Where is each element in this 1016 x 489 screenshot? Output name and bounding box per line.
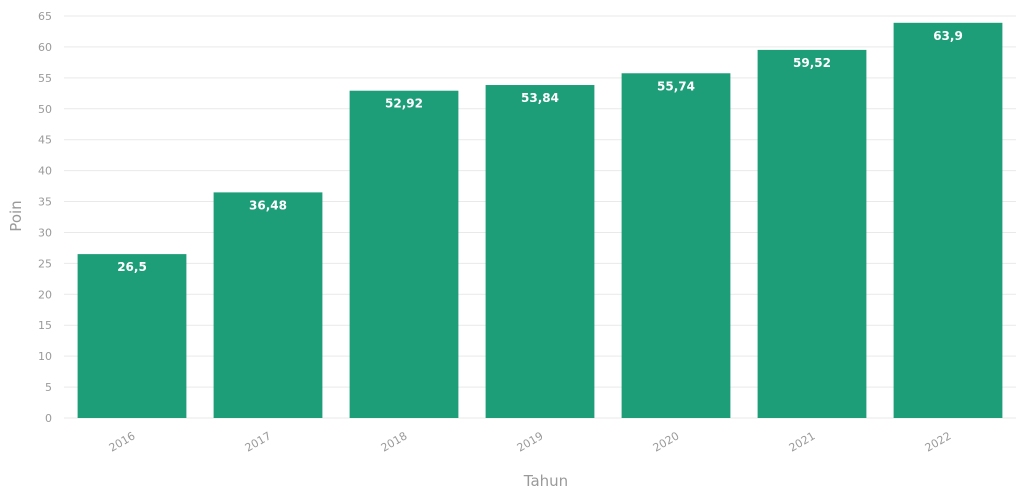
x-tick-label: 2022 — [923, 429, 954, 454]
bar-value-label: 63,9 — [933, 29, 963, 43]
bar-value-label: 52,92 — [385, 97, 423, 111]
y-tick-label: 30 — [38, 226, 52, 239]
x-tick-label: 2020 — [651, 429, 682, 454]
x-axis-ticks: 2016 2017 2018 2019 2020 2021 2022 — [107, 429, 954, 454]
bar-2020[interactable] — [621, 73, 731, 419]
bars — [77, 22, 1003, 419]
x-tick-label: 2021 — [787, 429, 818, 454]
x-tick-label: 2019 — [515, 429, 546, 454]
y-tick-label: 15 — [38, 319, 52, 332]
x-tick-label: 2018 — [379, 429, 410, 454]
y-tick-label: 0 — [45, 412, 52, 425]
y-axis-title: Poin — [7, 200, 25, 231]
y-tick-label: 5 — [45, 381, 52, 394]
y-tick-label: 55 — [38, 72, 52, 85]
y-tick-label: 60 — [38, 41, 52, 54]
bar-value-label: 59,52 — [793, 56, 831, 70]
bar-value-labels: 26,5 36,48 52,92 53,84 55,74 59,52 63,9 — [117, 29, 963, 274]
bar-value-label: 36,48 — [249, 198, 287, 212]
bar-2021[interactable] — [757, 49, 867, 418]
x-tick-label: 2017 — [243, 429, 274, 454]
y-tick-label: 20 — [38, 288, 52, 301]
bar-value-label: 53,84 — [521, 91, 559, 105]
x-axis-title: Tahun — [523, 472, 568, 489]
y-tick-label: 40 — [38, 165, 52, 178]
bar-value-label: 26,5 — [117, 260, 147, 274]
bar-2019[interactable] — [485, 85, 595, 418]
y-tick-label: 45 — [38, 134, 52, 147]
bar-2017[interactable] — [213, 192, 323, 418]
bar-2018[interactable] — [349, 90, 459, 419]
bar-2022[interactable] — [893, 22, 1003, 419]
y-tick-label: 25 — [38, 257, 52, 270]
bar-value-label: 55,74 — [657, 79, 695, 93]
y-tick-label: 10 — [38, 350, 52, 363]
y-tick-label: 35 — [38, 196, 52, 209]
bar-2016[interactable] — [77, 254, 187, 418]
y-tick-label: 65 — [38, 10, 52, 23]
y-axis-ticks: 0 5 10 15 20 25 30 35 40 45 50 55 60 65 — [38, 10, 52, 425]
x-tick-label: 2016 — [107, 429, 138, 454]
y-tick-label: 50 — [38, 103, 52, 116]
